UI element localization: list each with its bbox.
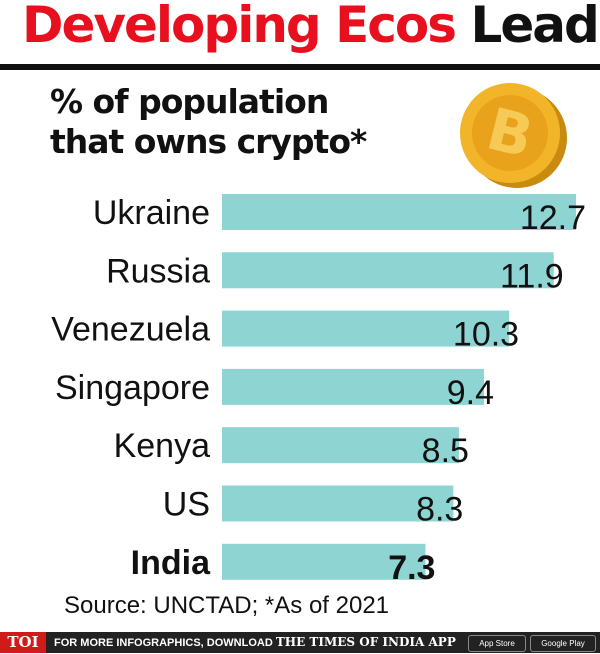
value-label: 8.5 bbox=[422, 432, 469, 470]
headline-black: Lead bbox=[470, 0, 599, 54]
chart-title: % of population that owns crypto* bbox=[50, 82, 367, 161]
bar-us bbox=[222, 485, 454, 522]
category-label: Russia bbox=[106, 252, 210, 290]
bar-russia bbox=[222, 252, 554, 289]
bar-india bbox=[222, 543, 426, 580]
bar-singapore bbox=[222, 368, 485, 405]
bar-chart: Ukraine 12.7 Russia 11.9 Venezuela 10.3 Singap… bbox=[51, 194, 586, 587]
bitcoin-coin-icon: B bbox=[460, 83, 567, 188]
category-label: Ukraine bbox=[93, 194, 210, 232]
category-label: Singapore bbox=[55, 369, 210, 407]
footer-brand: THE TIMES OF INDIA APP bbox=[275, 635, 456, 649]
value-label: 12.7 bbox=[520, 199, 586, 237]
headline-rule bbox=[0, 64, 600, 70]
bar-venezuela bbox=[222, 310, 510, 347]
category-label: Kenya bbox=[114, 427, 210, 465]
value-label: 9.4 bbox=[447, 374, 494, 412]
category-label: Venezuela bbox=[51, 311, 210, 349]
headline: Developing Ecos Lead bbox=[0, 0, 600, 60]
category-label: US bbox=[163, 486, 210, 524]
footer-bar: TOI FOR MORE INFOGRAPHICS, DOWNLOAD THE … bbox=[0, 632, 600, 653]
headline-red: Developing Ecos bbox=[22, 0, 457, 54]
toi-logo: TOI bbox=[0, 632, 46, 653]
category-label: India bbox=[131, 544, 211, 582]
bar-ukraine bbox=[222, 194, 576, 230]
value-label: 11.9 bbox=[500, 257, 564, 295]
value-label: 7.3 bbox=[388, 549, 435, 587]
value-label: 10.3 bbox=[453, 316, 519, 354]
source-note: Source: UNCTAD; *As of 2021 bbox=[64, 592, 390, 619]
app-store-badge[interactable]: App Store bbox=[468, 635, 526, 652]
value-label: 8.3 bbox=[416, 491, 463, 529]
footer-text: FOR MORE INFOGRAPHICS, DOWNLOAD bbox=[54, 637, 273, 649]
bar-kenya bbox=[222, 427, 459, 464]
google-play-badge[interactable]: Google Play bbox=[530, 635, 596, 652]
